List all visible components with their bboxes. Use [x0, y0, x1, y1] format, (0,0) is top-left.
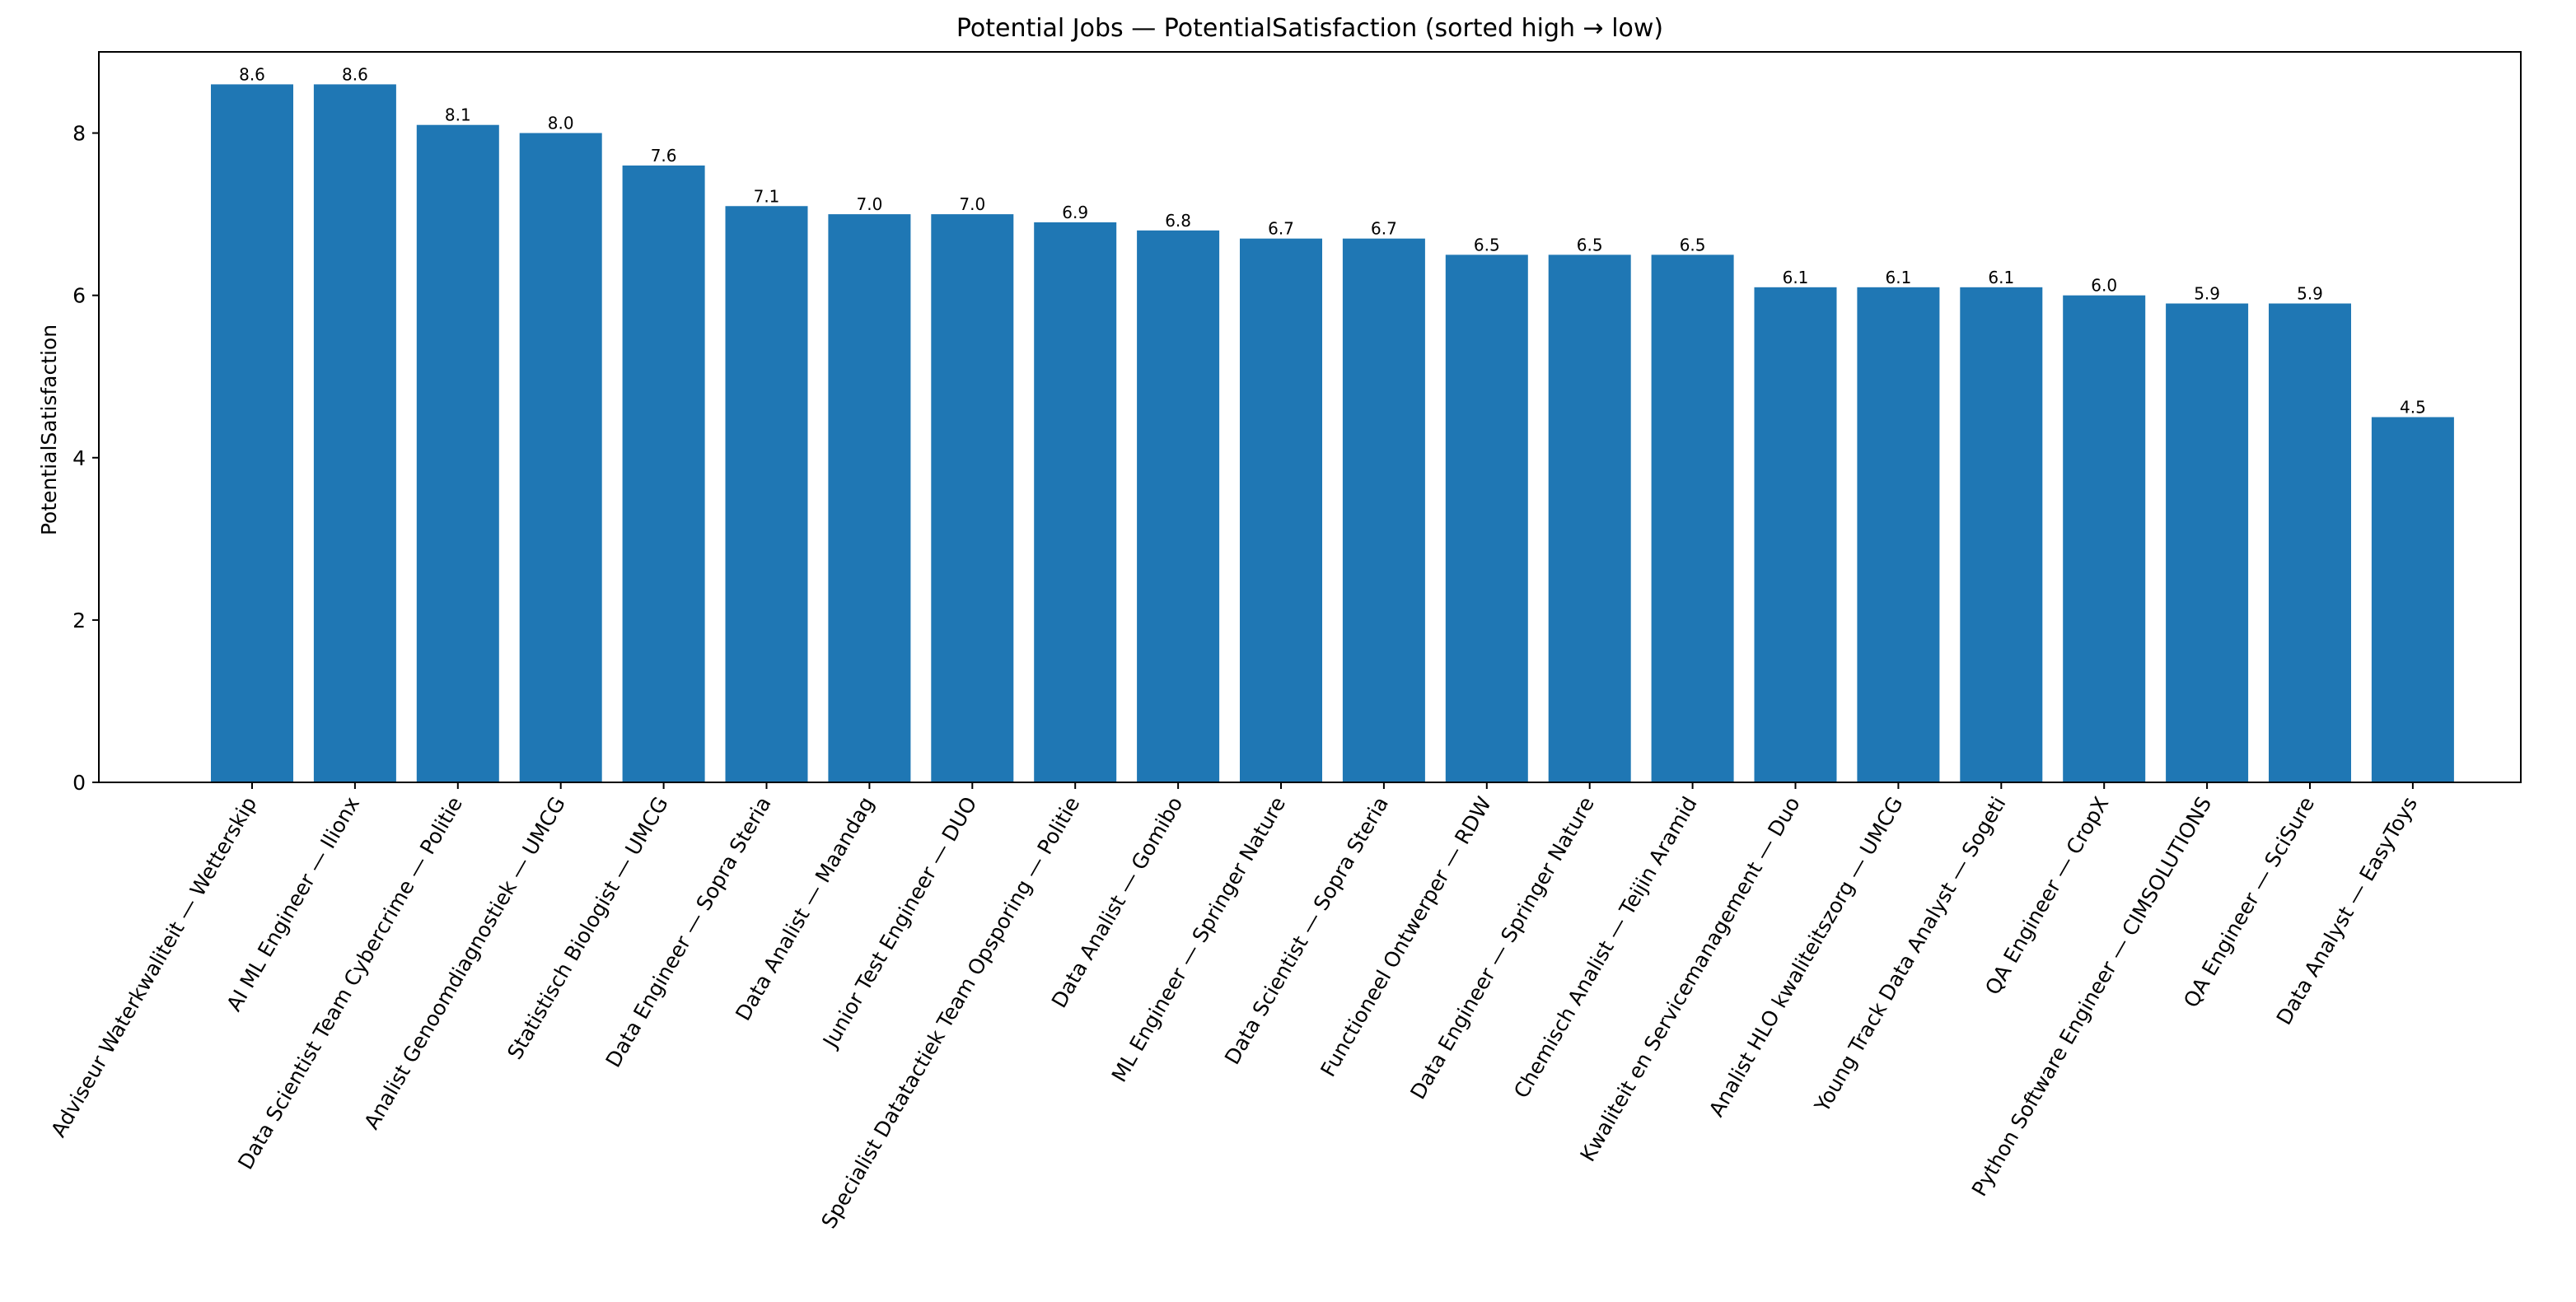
bar — [1137, 230, 1220, 782]
bar — [1857, 287, 1940, 782]
bar-value-label: 7.1 — [754, 186, 780, 206]
bar — [622, 165, 705, 782]
bar-value-label: 6.1 — [1885, 268, 1911, 287]
bar-value-label: 6.5 — [1474, 235, 1500, 254]
y-tick-label: 2 — [72, 609, 86, 632]
y-tick-label: 0 — [72, 771, 86, 795]
bar-value-label: 6.5 — [1577, 235, 1603, 254]
bar — [416, 124, 499, 782]
bar — [313, 84, 396, 782]
bar — [2166, 303, 2249, 782]
bar — [1548, 254, 1631, 782]
bar — [1342, 238, 1425, 783]
bar — [725, 206, 808, 782]
x-tick-label: Chemisch Analist — Teijin Aramid — [1509, 793, 1702, 1103]
x-tick-label: Kwaliteit en Servicemanagement — Duo — [1575, 793, 1804, 1166]
bar — [1240, 238, 1322, 783]
bar-value-label: 8.0 — [548, 114, 574, 133]
y-tick-label: 6 — [72, 284, 86, 308]
bar-value-label: 8.1 — [445, 105, 471, 125]
y-tick-label: 8 — [72, 122, 86, 146]
bar-value-label: 7.0 — [856, 194, 882, 214]
plot-area-frame — [98, 51, 2522, 783]
bar-value-label: 6.7 — [1268, 219, 1294, 239]
bar-value-label: 5.9 — [2297, 284, 2323, 304]
bar-value-label: 7.0 — [959, 194, 985, 214]
bar-value-label: 8.6 — [239, 64, 265, 84]
bar-value-label: 5.9 — [2194, 284, 2220, 304]
bar-value-label: 6.5 — [1680, 235, 1706, 254]
bar-value-label: 7.6 — [651, 146, 677, 166]
bar — [1754, 287, 1837, 782]
y-axis-ticks: 0 2 4 6 8 — [72, 122, 99, 795]
x-tick-label: ML Engineer — Springer Nature — [1107, 793, 1290, 1086]
bars-group — [211, 84, 2454, 783]
bar — [1445, 254, 1528, 782]
x-tick-label: Functioneel Ontwerper — RDW — [1316, 793, 1496, 1081]
y-axis-label: PotentialSatisfaction — [37, 324, 61, 535]
data-labels-group: 8.6 8.6 8.1 8.0 7.6 7.1 7.0 7.0 6.9 6.8 6.7 6.7 6.5 6… — [239, 64, 2426, 417]
bar — [519, 133, 602, 783]
x-tick-label: Analist Genoomdiagnostiek — UMCG — [359, 793, 570, 1134]
bar — [211, 84, 293, 782]
bar-value-label: 6.1 — [1988, 268, 2014, 287]
y-tick-label: 4 — [72, 446, 86, 470]
x-tick-label: Analist HLO kwaliteitszorg — UMCG — [1704, 793, 1908, 1121]
x-tick-label: Adviseur Waterkwaliteit — Wetterskip — [46, 793, 261, 1141]
bar — [2269, 303, 2351, 782]
bar — [2063, 295, 2146, 783]
x-tick-label: Data Engineer — Springer Nature — [1405, 793, 1599, 1104]
bar-value-label: 8.6 — [342, 64, 368, 84]
bar — [828, 214, 911, 783]
bar — [1960, 287, 2043, 782]
bar — [2371, 417, 2454, 782]
chart-title: Potential Jobs — PotentialSatisfaction (… — [956, 14, 1663, 43]
x-tick-label: Python Software Engineer — CIMSOLUTIONS — [1967, 793, 2217, 1201]
bar — [931, 214, 1014, 783]
bar — [1034, 222, 1117, 782]
bar-value-label: 6.7 — [1371, 219, 1397, 239]
x-tick-label: Data Scientist Team Cybercrime — Politie — [233, 793, 467, 1174]
bar-value-label: 6.0 — [2091, 276, 2117, 296]
bar-value-label: 6.8 — [1165, 211, 1191, 231]
x-tick-label: Young Track Data Analyst — Sogeti — [1810, 793, 2011, 1118]
bar-value-label: 6.1 — [1783, 268, 1809, 287]
bar-value-label: 6.9 — [1062, 203, 1088, 222]
bar-value-label: 4.5 — [2400, 398, 2426, 418]
bar — [1651, 254, 1734, 782]
